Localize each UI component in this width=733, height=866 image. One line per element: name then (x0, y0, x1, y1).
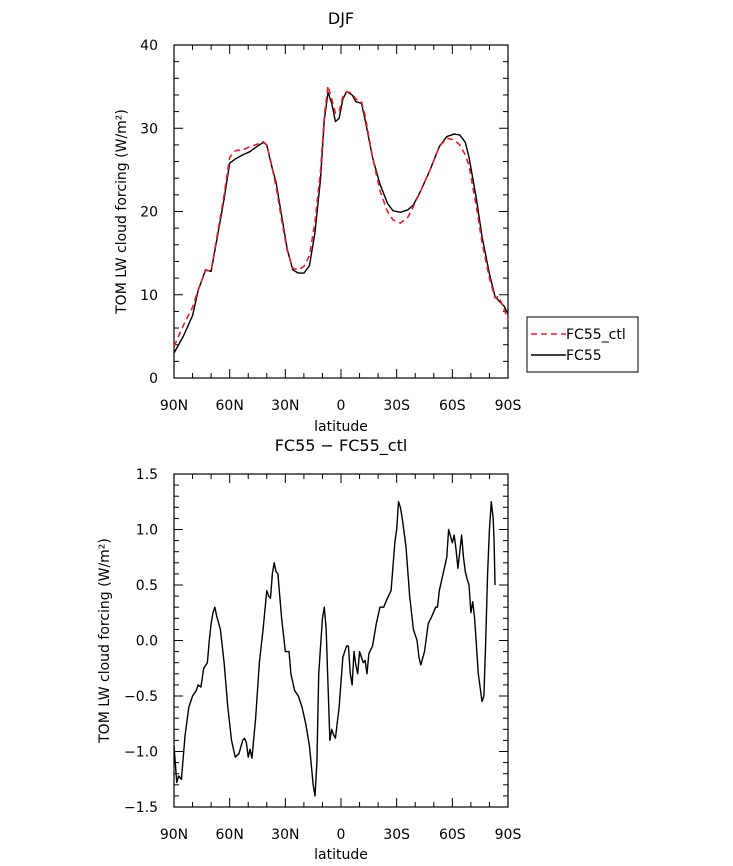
djf-y-tick-label: 30 (140, 121, 158, 137)
diff-y-tick-label: 1.5 (136, 467, 158, 483)
diff-series (173, 501, 496, 797)
djf-x-ticks: 90N 60N 30N 0 30S 60S 90S (160, 45, 522, 414)
diff-y-tick-label: 0.5 (136, 578, 158, 594)
djf-series-fc55-ctl-line (173, 84, 509, 347)
diff-y-tick-label: −0.5 (124, 689, 158, 705)
djf-y-tick-label: 0 (149, 371, 158, 387)
diff-x-tick-label: 90S (495, 827, 522, 843)
djf-x-axis-title: latitude (314, 419, 368, 435)
diff-x-tick-label: 30S (383, 827, 410, 843)
diff-y-tick-label: 0.0 (136, 634, 158, 650)
djf-x-tick-label: 90N (160, 398, 188, 414)
legend-label-fc55: FC55 (566, 348, 602, 364)
diff-y-tick-label: −1.0 (124, 745, 158, 761)
diff-title: FC55 − FC55_ctl (275, 436, 408, 456)
diff-y-axis-title: TOM LW cloud forcing (W/m²) (97, 538, 113, 744)
djf-y-tick-label: 10 (140, 288, 158, 304)
djf-y-axis-title: TOM LW cloud forcing (W/m²) (114, 109, 130, 315)
djf-legend: FC55_ctl FC55 (526, 316, 639, 373)
diff-y-ticks: −1.5 −1.0 −0.5 0.0 0.5 1.0 1.5 (124, 467, 508, 816)
legend-box (526, 316, 639, 373)
diff-x-tick-label: 60S (439, 827, 466, 843)
diff-y-tick-label: 1.0 (136, 523, 158, 539)
djf-x-tick-label: 60N (216, 398, 244, 414)
djf-x-tick-label: 30S (383, 398, 410, 414)
djf-x-tick-label: 30N (271, 398, 299, 414)
diff-x-tick-label: 30N (271, 827, 299, 843)
djf-y-tick-label: 40 (140, 38, 158, 54)
diff-x-axis-title: latitude (314, 847, 368, 863)
djf-title: DJF (328, 9, 354, 28)
djf-series-fc55-line (173, 90, 509, 354)
diff-x-ticks: 90N 60N 30N 0 30S 60S 90S (160, 474, 522, 843)
diff-x-tick-label: 60N (216, 827, 244, 843)
diff-plot-frame (173, 473, 509, 808)
diff-y-tick-label: −1.5 (124, 800, 158, 816)
djf-plot-frame (173, 44, 509, 379)
djf-y-ticks: 0 10 20 30 40 (140, 38, 508, 387)
legend-label-fc55-ctl: FC55_ctl (566, 327, 626, 343)
djf-x-tick-label: 0 (337, 398, 346, 414)
djf-series (173, 84, 509, 354)
diff-series-difference-line (173, 501, 496, 797)
djf-x-tick-label: 90S (495, 398, 522, 414)
djf-panel: DJF 90N 60N 30N 0 30S 60S 90S 0 10 20 30 40 latitu… (114, 9, 639, 435)
diff-x-tick-label: 0 (337, 827, 346, 843)
diff-x-tick-label: 90N (160, 827, 188, 843)
djf-y-tick-label: 20 (140, 205, 158, 221)
djf-x-tick-label: 60S (439, 398, 466, 414)
diff-panel: FC55 − FC55_ctl 90N 60N 30N 0 30S 60S 90S −1.5… (97, 436, 521, 863)
